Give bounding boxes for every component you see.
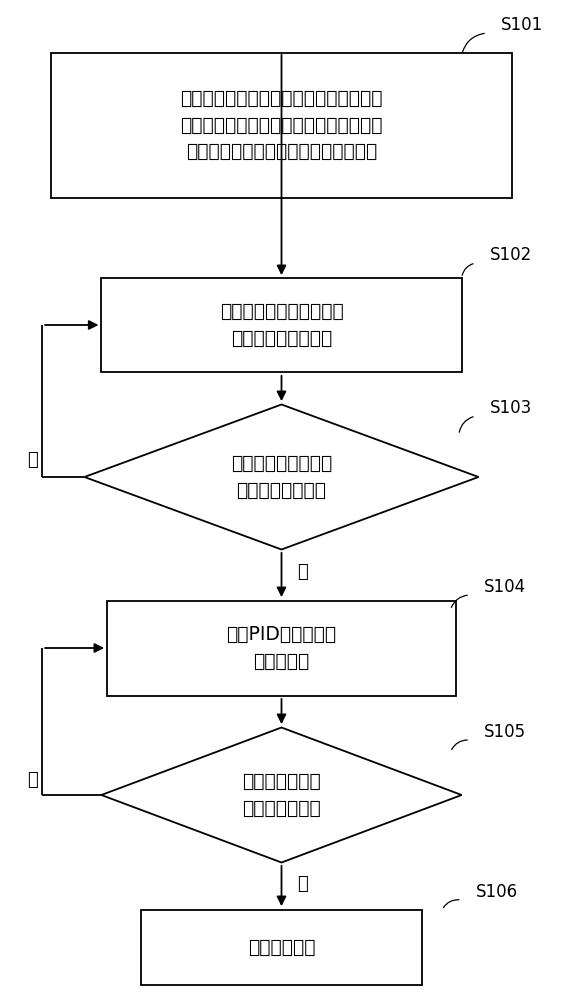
Text: S106: S106 [476, 883, 518, 901]
Text: S105: S105 [484, 723, 526, 741]
Polygon shape [101, 728, 462, 862]
Text: 判断电机的转速
是否等于目标值: 判断电机的转速 是否等于目标值 [242, 772, 321, 818]
Text: S101: S101 [501, 16, 543, 34]
FancyBboxPatch shape [107, 600, 456, 696]
Text: S104: S104 [484, 578, 526, 596]
Text: 否: 否 [27, 451, 38, 469]
Polygon shape [84, 404, 479, 550]
FancyBboxPatch shape [51, 52, 512, 198]
Text: 判断霍尔信号的个数
是否大于预设数值: 判断霍尔信号的个数 是否大于预设数值 [231, 454, 332, 500]
FancyBboxPatch shape [101, 277, 462, 372]
Text: 是: 是 [297, 875, 307, 893]
Text: 检测并存储霍尔传感器输
出的霍尔信号的个数: 检测并存储霍尔传感器输 出的霍尔信号的个数 [220, 302, 343, 348]
Text: 是: 是 [297, 563, 307, 581]
Text: 否: 否 [27, 771, 38, 789]
Text: 驱动PID控制器调整
电机的转速: 驱动PID控制器调整 电机的转速 [226, 625, 337, 671]
FancyBboxPatch shape [141, 910, 422, 984]
Text: 结束控制进程: 结束控制进程 [248, 938, 315, 956]
Text: S102: S102 [490, 246, 532, 264]
Text: 在接收到电机启动指令时输出具有预设占
空比的脉冲信号至电机驱动装置，以使电
机驱动装置根据脉冲信号驱动电机转动: 在接收到电机启动指令时输出具有预设占 空比的脉冲信号至电机驱动装置，以使电 机驱… [180, 89, 383, 161]
Text: S103: S103 [490, 399, 532, 417]
